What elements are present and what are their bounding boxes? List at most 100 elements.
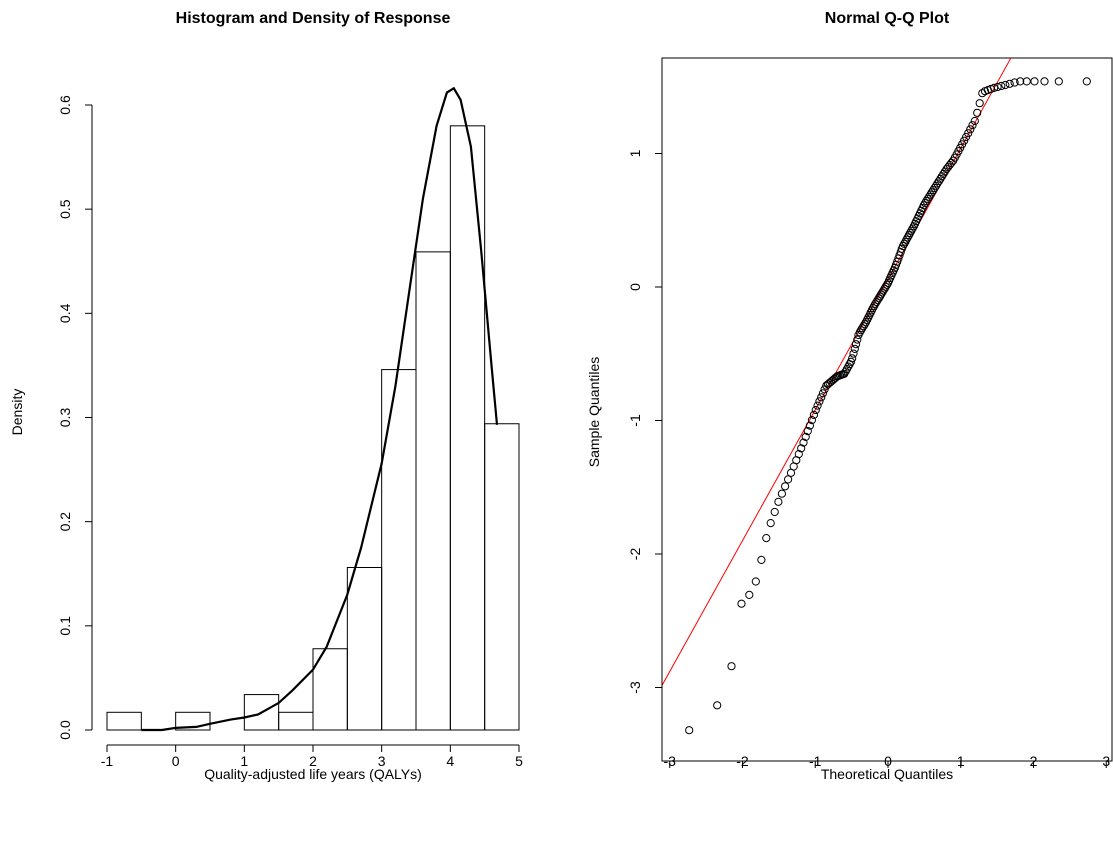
histogram-y-tick-label: 0.6 [57, 95, 73, 115]
qq-point [855, 328, 864, 337]
qq-point [766, 519, 775, 528]
qq-points [685, 77, 1091, 735]
histogram-x-tick-label: 5 [515, 753, 523, 769]
qq-point [813, 401, 822, 410]
qq-point [902, 235, 911, 244]
histogram-bar [175, 711, 211, 731]
qq-point [882, 280, 892, 289]
qq-point [993, 82, 1002, 92]
qq-point [848, 354, 857, 363]
qq-point [801, 432, 810, 441]
qq-y-tick-label: -3 [627, 681, 643, 694]
qq-point [799, 438, 808, 447]
qq-point [840, 369, 849, 378]
qq-point [1016, 77, 1025, 86]
qq-point [858, 324, 867, 333]
qq-point [794, 450, 803, 459]
qq-point [797, 444, 806, 453]
qq-point [1022, 77, 1031, 86]
qq-point [973, 108, 982, 117]
qq-point [815, 397, 824, 406]
qq-point [964, 129, 973, 138]
histogram-y-tick-label: 0.2 [57, 512, 73, 532]
qq-point [968, 121, 977, 130]
histogram-y-tick-label: 0.0 [57, 720, 73, 740]
qq-title: Normal Q-Q Plot [825, 10, 950, 27]
qq-point [927, 188, 936, 197]
qq-point [727, 662, 736, 671]
histogram-x-tick-label: 2 [309, 753, 317, 769]
qq-point [1030, 77, 1039, 86]
qq-point [777, 489, 787, 498]
qq-point [1040, 77, 1049, 86]
qq-point [922, 196, 931, 206]
qq-point [970, 116, 979, 126]
qq-point [737, 599, 746, 608]
qq-point [751, 577, 760, 586]
qq-point [926, 190, 935, 199]
qq-y-axis: -3 -2 -1 0 1 [627, 149, 663, 694]
qq-x-tick-label: -1 [809, 753, 822, 769]
qq-point [1054, 77, 1063, 86]
qq-point [685, 726, 694, 735]
qq-x-axis: -3 -2 -1 0 1 2 3 [664, 753, 1111, 769]
histogram-bars [106, 125, 520, 731]
qq-point [818, 389, 828, 398]
histogram-y-tick-label: 0.1 [57, 616, 73, 636]
qq-point [904, 231, 914, 240]
qq-point [859, 322, 868, 331]
qq-x-tick-label: 3 [1102, 753, 1110, 769]
qq-point [868, 303, 878, 313]
histogram-x-axis: -1 0 1 2 3 4 5 [101, 744, 523, 769]
qq-point [817, 393, 826, 402]
qq-point [906, 228, 915, 238]
qq-point [966, 125, 975, 134]
qq-x-axis-label: Theoretical Quantiles [821, 766, 953, 782]
qq-x-tick-label: 0 [884, 753, 892, 769]
qq-point [860, 320, 869, 329]
qq-x-tick-label: 2 [1030, 753, 1038, 769]
qq-point [1082, 77, 1091, 86]
histogram-y-axis: 0.0 0.1 0.2 0.3 0.4 0.5 0.6 [57, 95, 93, 740]
qq-point [898, 242, 908, 251]
qq-point [923, 194, 932, 203]
qq-point [919, 201, 928, 210]
qq-y-tick-label: 0 [627, 283, 643, 291]
histogram-x-tick-label: 4 [446, 753, 454, 769]
qq-point [931, 181, 941, 190]
qq-point [774, 497, 783, 506]
qq-point [900, 239, 909, 248]
qq-point [850, 344, 859, 353]
histogram-y-axis-label: Density [9, 389, 25, 436]
qq-point [809, 410, 819, 419]
qq-point [929, 186, 938, 195]
histogram-x-tick-label: 1 [240, 753, 248, 769]
qq-point [903, 233, 912, 242]
histogram-x-axis-label: Quality-adjusted life years (QALYs) [204, 766, 422, 782]
qq-panel: Normal Q-Q Plot -3 -2 -1 0 1 2 3 -3 -2 -1 0 1 Theo… [586, 10, 1113, 782]
qq-point [745, 590, 754, 600]
qq-point [975, 99, 984, 108]
qq-point [1001, 80, 1010, 90]
qq-point [997, 81, 1006, 91]
qq-point [856, 326, 866, 335]
qq-point [851, 340, 861, 349]
qq-point [762, 534, 771, 543]
qq-point [925, 192, 934, 201]
qq-point [1005, 79, 1014, 88]
qq-point [781, 482, 790, 491]
qq-point [713, 701, 722, 710]
qq-point [811, 405, 820, 415]
histogram-x-tick-label: 0 [172, 753, 180, 769]
qq-point [921, 199, 930, 208]
qq-point [846, 357, 856, 366]
qq-x-tick-label: -2 [736, 753, 749, 769]
qq-point [849, 349, 858, 358]
qq-point [803, 427, 812, 436]
qq-point [770, 507, 779, 517]
qq-point [805, 421, 815, 430]
qq-y-tick-label: -1 [627, 414, 643, 427]
qq-y-tick-label: 1 [627, 149, 643, 157]
